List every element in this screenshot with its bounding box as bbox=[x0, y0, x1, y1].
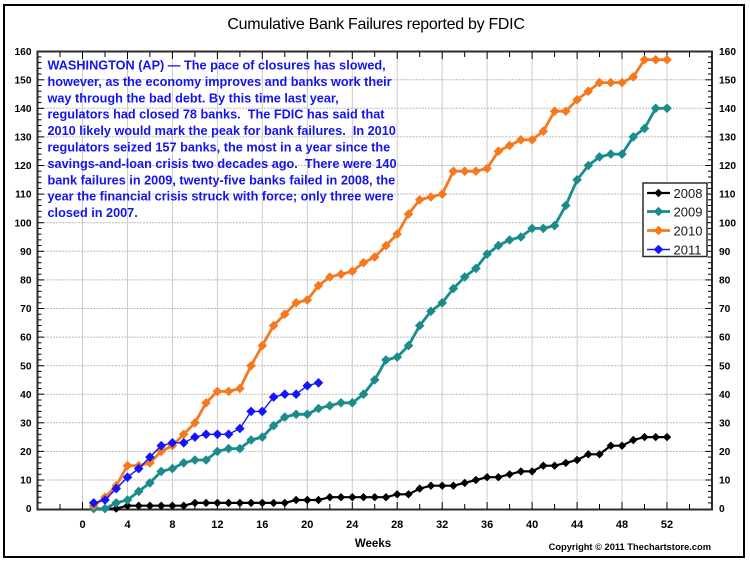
svg-text:0: 0 bbox=[79, 519, 85, 531]
svg-text:110: 110 bbox=[15, 190, 32, 201]
svg-text:Copyright © 2011 Thechartstore: Copyright © 2011 Thechartstore.com bbox=[549, 542, 711, 552]
svg-text:60: 60 bbox=[719, 333, 731, 344]
svg-text:52: 52 bbox=[661, 519, 673, 531]
svg-text:8: 8 bbox=[169, 519, 175, 531]
svg-text:120: 120 bbox=[719, 161, 736, 172]
svg-text:however, as the economy improv: however, as the economy improves and ban… bbox=[48, 75, 392, 89]
svg-text:130: 130 bbox=[719, 133, 736, 144]
svg-text:20: 20 bbox=[719, 447, 731, 458]
svg-text:80: 80 bbox=[20, 276, 32, 287]
svg-text:savings-and-loan crisis two de: savings-and-loan crisis two decades ago.… bbox=[48, 157, 397, 171]
svg-text:90: 90 bbox=[20, 247, 32, 258]
svg-text:24: 24 bbox=[346, 519, 359, 531]
svg-text:80: 80 bbox=[719, 276, 731, 287]
svg-text:10: 10 bbox=[20, 476, 32, 487]
svg-text:36: 36 bbox=[481, 519, 493, 531]
svg-text:40: 40 bbox=[719, 390, 731, 401]
svg-text:30: 30 bbox=[20, 418, 32, 429]
svg-text:140: 140 bbox=[15, 104, 32, 115]
svg-text:regulators seized 157 banks, t: regulators seized 157 banks, the most in… bbox=[48, 141, 391, 155]
svg-text:Weeks: Weeks bbox=[355, 538, 391, 550]
svg-text:0: 0 bbox=[26, 504, 32, 515]
svg-text:2011: 2011 bbox=[674, 242, 702, 257]
svg-text:150: 150 bbox=[15, 75, 32, 86]
svg-text:120: 120 bbox=[15, 161, 32, 172]
svg-text:70: 70 bbox=[719, 304, 731, 315]
svg-text:16: 16 bbox=[256, 519, 268, 531]
svg-text:WASHINGTON (AP) — The pace of: WASHINGTON (AP) — The pace of closures h… bbox=[48, 59, 386, 73]
svg-text:90: 90 bbox=[719, 247, 731, 258]
svg-text:way through the bad debt. By t: way through the bad debt. By this time l… bbox=[47, 91, 339, 105]
svg-text:regulators had closed 78 banks: regulators had closed 78 banks. The FDIC… bbox=[48, 108, 386, 122]
svg-text:100: 100 bbox=[719, 218, 736, 229]
svg-text:48: 48 bbox=[616, 519, 628, 531]
svg-text:110: 110 bbox=[719, 190, 736, 201]
svg-text:160: 160 bbox=[719, 47, 736, 58]
svg-text:60: 60 bbox=[20, 333, 32, 344]
svg-text:100: 100 bbox=[15, 218, 32, 229]
svg-text:bank failures in 2009, twenty-: bank failures in 2009, twenty-five banks… bbox=[48, 173, 396, 187]
svg-text:2010 likely would mark the pea: 2010 likely would mark the peak for bank… bbox=[48, 124, 396, 138]
svg-text:140: 140 bbox=[719, 104, 736, 115]
svg-text:10: 10 bbox=[719, 476, 731, 487]
svg-text:50: 50 bbox=[20, 361, 32, 372]
svg-text:44: 44 bbox=[571, 519, 584, 531]
svg-text:closed in 2007.: closed in 2007. bbox=[48, 206, 138, 220]
svg-text:40: 40 bbox=[20, 390, 32, 401]
svg-text:0: 0 bbox=[719, 504, 725, 515]
svg-text:30: 30 bbox=[719, 418, 731, 429]
svg-text:12: 12 bbox=[211, 519, 223, 531]
svg-text:160: 160 bbox=[15, 47, 32, 58]
svg-text:130: 130 bbox=[15, 133, 32, 144]
svg-text:150: 150 bbox=[719, 75, 736, 86]
svg-text:Cumulative Bank Failures repor: Cumulative Bank Failures reported by FDI… bbox=[227, 16, 524, 33]
svg-text:32: 32 bbox=[436, 519, 448, 531]
svg-text:year the financial crisis stru: year the financial crisis struck with fo… bbox=[48, 190, 394, 204]
svg-text:2010: 2010 bbox=[674, 223, 703, 238]
svg-text:70: 70 bbox=[20, 304, 32, 315]
svg-text:20: 20 bbox=[301, 519, 313, 531]
svg-text:28: 28 bbox=[391, 519, 403, 531]
svg-text:40: 40 bbox=[526, 519, 538, 531]
svg-text:20: 20 bbox=[20, 447, 32, 458]
svg-text:2008: 2008 bbox=[674, 186, 703, 201]
svg-text:4: 4 bbox=[124, 519, 131, 531]
svg-text:2009: 2009 bbox=[674, 204, 703, 219]
svg-text:50: 50 bbox=[719, 361, 731, 372]
